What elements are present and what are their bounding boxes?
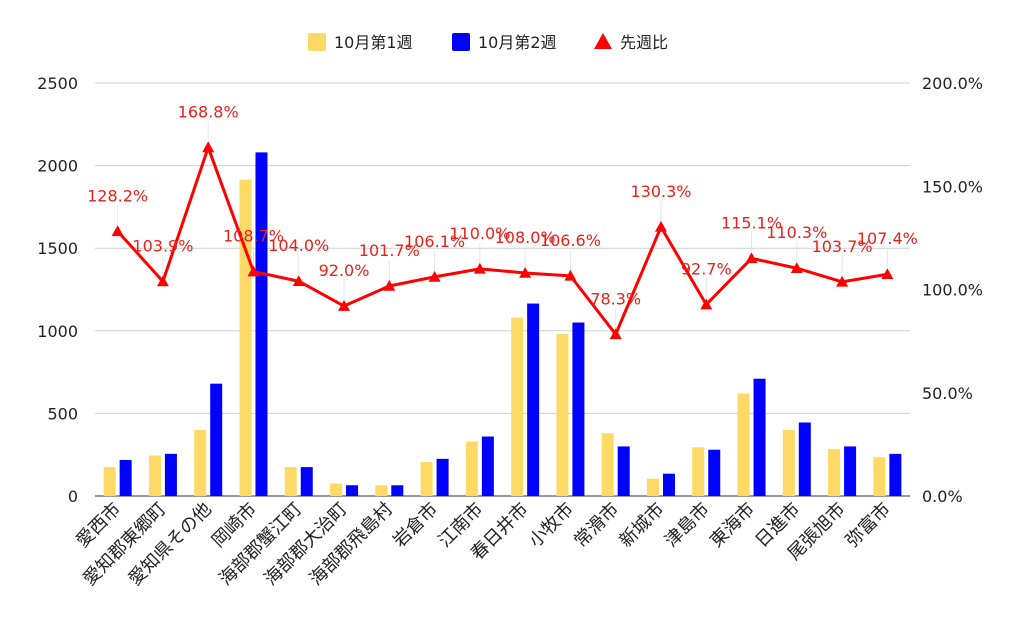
legend-label: 10月第2週 bbox=[478, 33, 557, 52]
line-data-label: 101.7% bbox=[359, 241, 420, 260]
x-category-label: 津島市 bbox=[661, 499, 714, 552]
bar bbox=[873, 457, 886, 496]
bar bbox=[527, 303, 540, 496]
y-right-tick-label: 0.0% bbox=[922, 487, 963, 506]
y-right-tick-label: 100.0% bbox=[922, 281, 983, 300]
bar bbox=[511, 317, 524, 496]
legend-triangle-icon bbox=[594, 33, 612, 49]
line-data-label: 110.3% bbox=[766, 223, 827, 242]
line-point bbox=[247, 265, 260, 277]
bar bbox=[375, 485, 388, 496]
bar bbox=[601, 433, 614, 496]
bar bbox=[798, 422, 811, 496]
y-left-tick-label: 0 bbox=[68, 487, 78, 506]
bar bbox=[346, 485, 359, 496]
line-data-label: 108.7% bbox=[223, 227, 284, 246]
line-data-label: 92.0% bbox=[319, 261, 370, 280]
legend-swatch bbox=[452, 33, 470, 51]
bar bbox=[210, 383, 223, 496]
bar bbox=[646, 478, 659, 496]
line-data-label: 108.0% bbox=[495, 228, 556, 247]
line-data-label: 128.2% bbox=[87, 186, 148, 205]
bar bbox=[465, 441, 478, 496]
bar bbox=[782, 429, 795, 496]
line-data-label: 107.4% bbox=[857, 229, 918, 248]
line-point bbox=[836, 275, 849, 287]
legend-label: 10月第1週 bbox=[334, 33, 413, 52]
x-category-label: 岩倉市 bbox=[389, 499, 442, 552]
line-data-label: 106.1% bbox=[404, 232, 465, 251]
y-right-tick-label: 150.0% bbox=[922, 177, 983, 196]
line-data-label: 168.8% bbox=[178, 102, 239, 121]
x-category-label: 新城市 bbox=[615, 499, 668, 552]
bar bbox=[420, 462, 433, 496]
x-category-label: 小牧市 bbox=[525, 499, 578, 552]
bar bbox=[737, 393, 750, 496]
bar bbox=[436, 458, 449, 496]
line-data-label: 103.9% bbox=[132, 236, 193, 255]
line-point bbox=[881, 268, 894, 280]
line-data-label: 104.0% bbox=[268, 236, 329, 255]
line-point bbox=[609, 328, 622, 340]
bar bbox=[164, 453, 177, 496]
bar bbox=[556, 334, 569, 496]
bar bbox=[662, 473, 675, 496]
bar bbox=[889, 453, 902, 496]
bar bbox=[692, 447, 705, 496]
line-point bbox=[156, 275, 169, 287]
bar bbox=[708, 449, 721, 496]
line-point bbox=[338, 300, 351, 311]
line-point bbox=[654, 220, 667, 232]
line-data-label: 115.1% bbox=[721, 213, 782, 232]
line-data-label: 92.7% bbox=[681, 260, 732, 279]
bar bbox=[481, 436, 494, 496]
y-left-tick-label: 2000 bbox=[37, 157, 78, 176]
bar bbox=[148, 455, 161, 496]
x-category-label: 常滑市 bbox=[570, 499, 623, 552]
legend-label: 先週比 bbox=[620, 33, 668, 52]
line-data-label: 103.7% bbox=[812, 237, 873, 256]
line-data-label: 110.0% bbox=[449, 224, 510, 243]
bar bbox=[119, 459, 132, 496]
line-point bbox=[790, 262, 803, 274]
legend-swatch bbox=[308, 33, 326, 51]
line-point bbox=[745, 252, 758, 264]
line-point bbox=[111, 225, 124, 237]
bar bbox=[194, 429, 207, 496]
bar bbox=[300, 467, 313, 496]
line-point bbox=[292, 275, 305, 287]
line-data-label: 78.3% bbox=[590, 289, 641, 308]
y-right-tick-label: 50.0% bbox=[922, 384, 973, 403]
line-data-label: 130.3% bbox=[630, 182, 691, 201]
bar bbox=[391, 485, 404, 496]
x-category-label: 東海市 bbox=[706, 499, 759, 552]
y-left-tick-label: 500 bbox=[47, 404, 78, 423]
line-point bbox=[383, 279, 396, 291]
line-point bbox=[700, 298, 713, 310]
y-right-tick-label: 200.0% bbox=[922, 74, 983, 93]
bar bbox=[572, 322, 585, 496]
line-point bbox=[473, 262, 486, 274]
bar bbox=[284, 467, 297, 496]
y-left-tick-label: 1500 bbox=[37, 239, 78, 258]
line-series bbox=[116, 145, 888, 336]
y-left-tick-label: 2500 bbox=[37, 74, 78, 93]
bar bbox=[255, 152, 268, 496]
line-point bbox=[202, 141, 215, 153]
line-point bbox=[519, 266, 532, 278]
x-category-label: 弥富市 bbox=[842, 499, 895, 552]
bar bbox=[753, 378, 766, 496]
bar bbox=[828, 448, 841, 496]
bar bbox=[330, 483, 343, 496]
bar bbox=[844, 446, 857, 496]
line-point bbox=[428, 270, 441, 282]
line-data-label: 106.6% bbox=[540, 231, 601, 250]
bar bbox=[617, 446, 630, 496]
line-point bbox=[564, 269, 577, 281]
y-left-tick-label: 1000 bbox=[37, 322, 78, 341]
bar bbox=[103, 467, 116, 496]
